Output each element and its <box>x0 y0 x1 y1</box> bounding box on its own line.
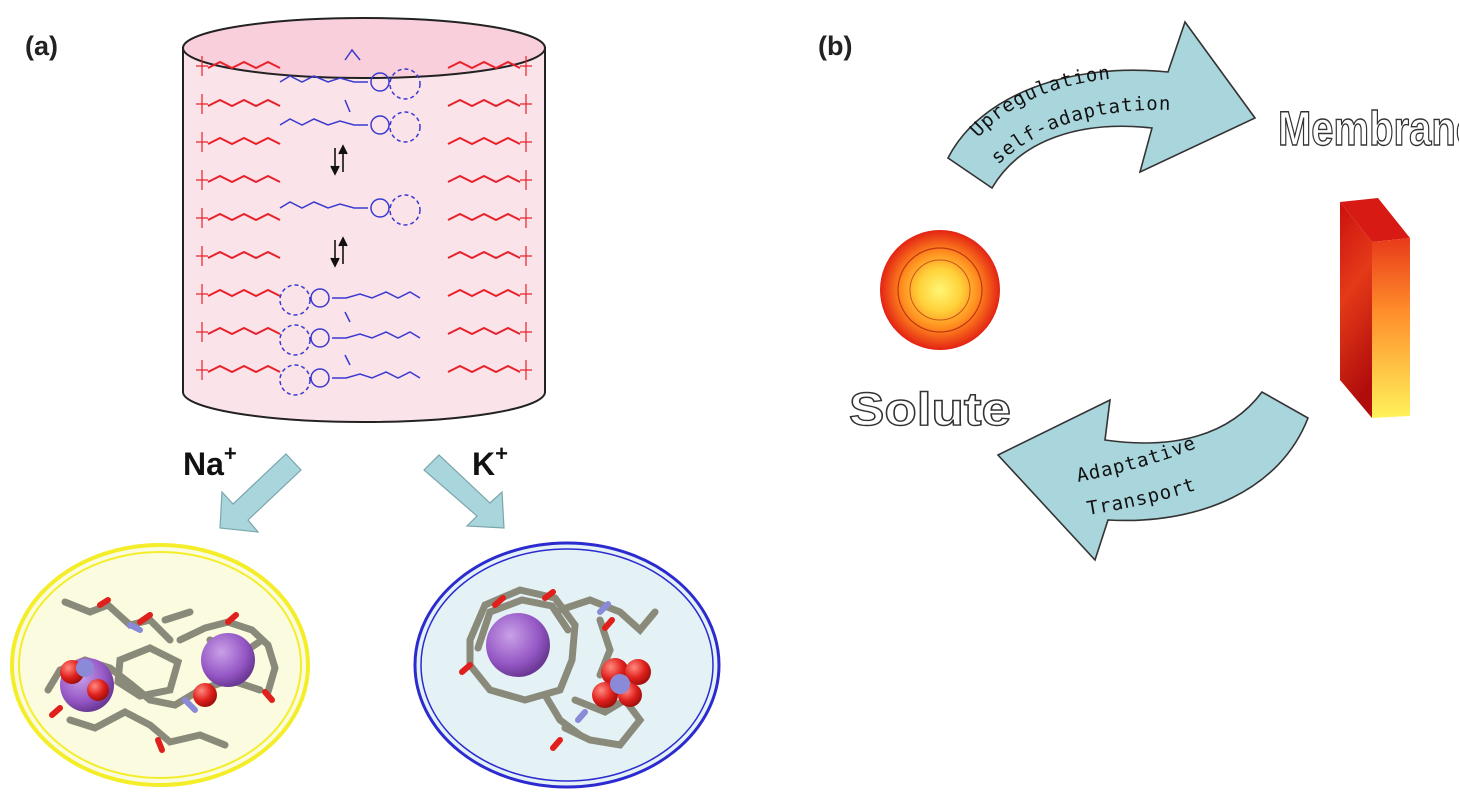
channel-crown <box>389 111 421 143</box>
lipid-chain <box>207 288 281 298</box>
lipid-headgroup <box>520 56 532 76</box>
channel-alkyl <box>279 201 368 209</box>
solute-sphere <box>880 230 1000 350</box>
k-complex <box>413 541 721 789</box>
lipid-chain <box>207 98 281 108</box>
channel-crown <box>279 284 311 316</box>
channel-phenyl <box>310 328 330 348</box>
channel-crown <box>389 194 421 226</box>
channel-phenyl <box>370 115 390 135</box>
lipid-chain <box>207 174 281 184</box>
channel-alkyl <box>279 118 368 126</box>
lipid-chains-left <box>196 56 281 380</box>
channel-crown <box>279 324 311 356</box>
arrow-to-na-complex <box>219 453 302 533</box>
channel-phenyl <box>310 368 330 388</box>
channel-alkyl <box>332 371 421 379</box>
solute-word: Solute <box>849 383 1011 435</box>
lipid-headgroup <box>196 246 208 266</box>
lipid-chain <box>207 326 281 336</box>
lipid-headgroup <box>196 132 208 152</box>
channel-phenyl <box>370 72 390 92</box>
lipid-chain <box>447 326 521 336</box>
adaptative-transport-arrow: Adaptative Transport <box>996 390 1309 562</box>
lipid-headgroup <box>520 170 532 190</box>
panel-b-label: (b) <box>818 31 852 61</box>
lipid-chain <box>447 364 521 374</box>
channel-alkyl <box>332 331 421 339</box>
lipid-chain <box>447 136 521 146</box>
equilibrium-arrow-upper <box>330 144 348 176</box>
lipid-headgroup <box>520 322 532 342</box>
lipid-chain <box>207 364 281 374</box>
lipid-chain <box>207 60 281 70</box>
channel-alkyl <box>332 291 421 299</box>
lipid-headgroup <box>196 284 208 304</box>
ion-label-k: K+ <box>472 441 508 482</box>
channel-links <box>344 48 361 366</box>
lipid-headgroup <box>196 170 208 190</box>
lipid-headgroup <box>520 284 532 304</box>
lipid-headgroup <box>196 208 208 228</box>
lipid-headgroup <box>520 208 532 228</box>
channel-alkyl <box>279 75 368 83</box>
lipid-chain <box>447 98 521 108</box>
membrane-slab <box>1340 198 1410 418</box>
lipid-chain <box>447 250 521 260</box>
lipid-chain <box>447 288 521 298</box>
membrane-cylinder <box>182 17 546 423</box>
lipid-chain <box>207 250 281 260</box>
channel-phenyl <box>370 198 390 218</box>
channel-crown <box>279 364 311 396</box>
arrow-to-k-complex <box>423 454 505 529</box>
lipid-chain <box>207 212 281 222</box>
lipid-headgroup <box>520 360 532 380</box>
membrane-word: Membrane <box>1278 103 1459 156</box>
lipid-headgroup <box>520 132 532 152</box>
na-complex <box>10 543 310 787</box>
ion-label-na: Na+ <box>183 441 237 482</box>
lipid-chain <box>447 212 521 222</box>
lipid-chain <box>447 60 521 70</box>
lipid-headgroup <box>196 322 208 342</box>
channel-crown <box>389 68 421 100</box>
lipid-chain <box>207 136 281 146</box>
panel-a-label: (a) <box>25 31 58 61</box>
channel-phenyl <box>310 288 330 308</box>
lipid-headgroup <box>196 56 208 76</box>
lipid-headgroup <box>520 246 532 266</box>
channel-molecules <box>279 48 421 396</box>
upregulation-arrow: Upregulation self-adaptation <box>946 20 1257 190</box>
lipid-headgroup <box>520 94 532 114</box>
equilibrium-arrow-lower <box>330 236 348 268</box>
lipid-chains-right <box>447 56 532 380</box>
lipid-chain <box>447 174 521 184</box>
lipid-headgroup <box>196 94 208 114</box>
lipid-headgroup <box>196 360 208 380</box>
